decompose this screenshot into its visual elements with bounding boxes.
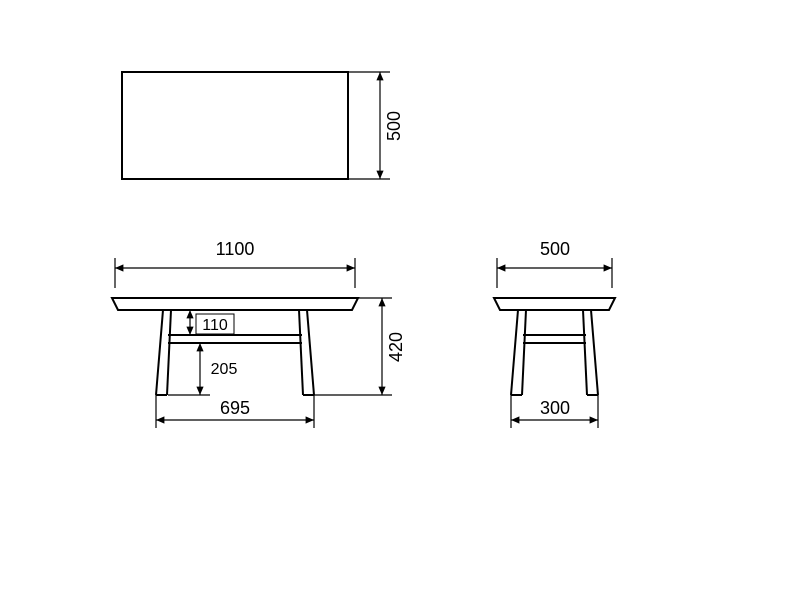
side-view: 500 300 [494, 239, 615, 428]
dim-label: 300 [540, 398, 570, 418]
dim-label: 500 [540, 239, 570, 259]
dim-shelf-to-floor: 205 [168, 343, 244, 395]
dim-front-legspan: 695 [156, 395, 314, 428]
dim-label: 1100 [216, 239, 255, 259]
technical-drawing: 500 1100 110 [0, 0, 800, 600]
top-view: 500 [122, 72, 404, 179]
dim-label: 695 [220, 398, 250, 418]
dim-label: 110 [202, 317, 228, 334]
dim-label: 420 [386, 332, 406, 362]
dim-label: 500 [384, 111, 404, 141]
dim-front-height: 420 [314, 298, 406, 395]
dim-shelf-gap: 110 [190, 310, 234, 335]
front-view: 1100 110 205 [112, 239, 406, 428]
dim-side-legspan: 300 [511, 395, 598, 428]
dim-front-width: 1100 [115, 239, 355, 288]
dim-top-depth: 500 [348, 72, 404, 179]
dim-side-depth: 500 [497, 239, 612, 288]
dim-label: 205 [211, 361, 238, 378]
